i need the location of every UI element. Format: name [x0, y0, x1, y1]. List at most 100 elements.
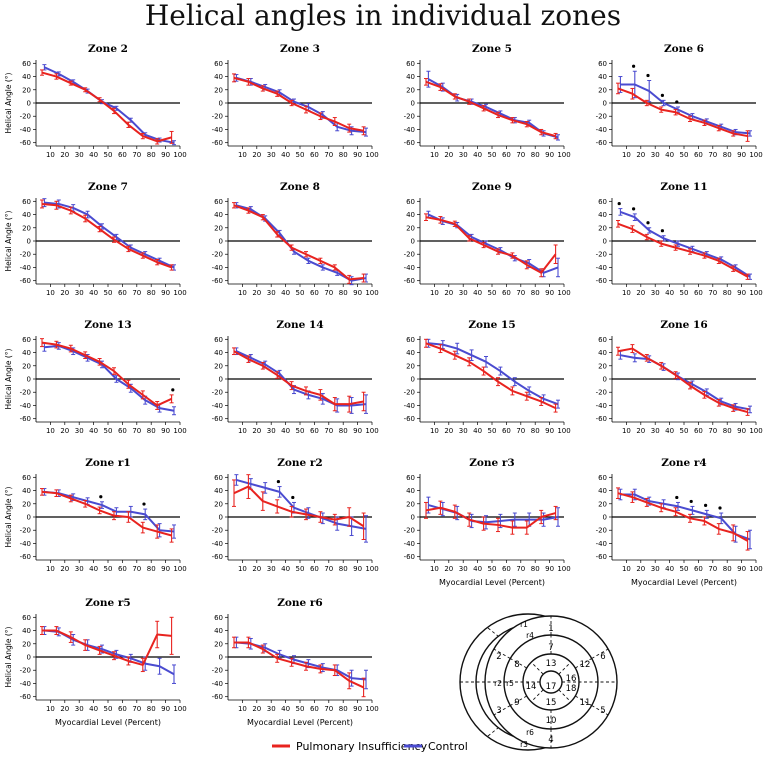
- x-tick-label: 50: [104, 289, 113, 297]
- y-tick-label: -40: [404, 264, 415, 272]
- series-pulmonary-insufficiency: [616, 487, 750, 551]
- x-tick-label: 100: [365, 427, 378, 435]
- x-tick-label: 30: [459, 151, 468, 159]
- y-tick-label: 40: [406, 487, 415, 495]
- x-tick-label: 60: [118, 151, 127, 159]
- x-tick-label: 100: [365, 565, 378, 573]
- x-tick-label: 10: [46, 151, 55, 159]
- chart-title: Zone 6: [664, 43, 704, 55]
- series-line: [236, 478, 367, 530]
- legend-label: Control: [428, 740, 468, 753]
- x-tick-label: 50: [104, 705, 113, 713]
- x-tick-label: 30: [651, 565, 660, 573]
- x-tick-label: 70: [708, 565, 717, 573]
- y-tick-label: 60: [214, 474, 223, 482]
- x-tick-label: 10: [430, 289, 439, 297]
- y-tick-label: 20: [22, 362, 31, 370]
- y-tick-label: 0: [27, 514, 31, 522]
- chart-panel: Zone 15 -60 -40 -20 0 20 40 60 10 20 30 40 50 60 70 80 9…: [404, 319, 571, 435]
- chart-panel: Zone 11 -60 -40 -20 0 20 40 60 10 20 30 40 50 60 70 80 9…: [596, 181, 763, 297]
- segment-label: 7: [548, 643, 553, 653]
- chart-title: Zone 15: [468, 319, 515, 331]
- segment-divider: [558, 689, 572, 703]
- series-line: [428, 342, 559, 406]
- x-tick-label: 70: [324, 565, 333, 573]
- y-tick-label: -20: [404, 251, 415, 259]
- y-tick-label: -60: [212, 693, 223, 701]
- y-tick-label: 60: [598, 198, 607, 206]
- x-tick-label: 30: [75, 427, 84, 435]
- segment-label: 3: [496, 706, 501, 716]
- x-tick-label: 100: [365, 151, 378, 159]
- x-tick-label: 50: [296, 151, 305, 159]
- x-axis-label: Myocardial Level (Percent): [439, 578, 545, 587]
- x-tick-label: 100: [557, 565, 570, 573]
- y-tick-label: 0: [603, 100, 607, 108]
- significance-marker: [99, 495, 103, 499]
- chart-title: Zone 13: [84, 319, 131, 331]
- significance-marker: [689, 499, 693, 504]
- y-tick-label: -20: [212, 251, 223, 259]
- x-tick-label: 100: [173, 705, 186, 713]
- x-tick-label: 80: [531, 427, 540, 435]
- x-tick-label: 80: [147, 705, 156, 713]
- y-tick-label: 40: [22, 487, 31, 495]
- y-tick-label: 20: [214, 362, 223, 370]
- y-tick-label: 40: [22, 349, 31, 357]
- x-tick-label: 60: [310, 427, 319, 435]
- y-tick-label: 40: [598, 487, 607, 495]
- x-tick-label: 30: [459, 427, 468, 435]
- chart-title: Zone 7: [88, 181, 128, 193]
- y-tick-label: 40: [22, 627, 31, 635]
- significance-marker: [675, 495, 679, 500]
- x-tick-label: 100: [173, 151, 186, 159]
- y-tick-label: 40: [406, 349, 415, 357]
- segment-divider: [487, 727, 499, 737]
- chart-title: Zone r4: [661, 457, 706, 469]
- x-tick-label: 70: [516, 427, 525, 435]
- series-line: [233, 204, 364, 281]
- x-tick-label: 30: [75, 705, 84, 713]
- y-tick-label: 60: [598, 336, 607, 344]
- y-tick-label: 20: [214, 224, 223, 232]
- y-tick-label: -60: [212, 277, 223, 285]
- y-tick-label: -20: [212, 389, 223, 397]
- y-tick-label: 20: [22, 640, 31, 648]
- x-tick-label: 50: [296, 289, 305, 297]
- y-tick-label: 60: [22, 614, 31, 622]
- series-line: [620, 493, 751, 541]
- y-tick-label: -20: [20, 527, 31, 535]
- x-tick-label: 30: [459, 565, 468, 573]
- x-tick-label: 20: [636, 565, 645, 573]
- x-tick-label: 60: [118, 705, 127, 713]
- series-line: [233, 350, 364, 406]
- series-line: [41, 490, 172, 537]
- x-tick-label: 10: [622, 427, 631, 435]
- y-tick-label: -60: [596, 553, 607, 561]
- y-tick-label: 40: [214, 211, 223, 219]
- x-tick-label: 40: [473, 565, 482, 573]
- x-tick-label: 50: [488, 289, 497, 297]
- y-tick-label: -40: [596, 126, 607, 134]
- y-tick-label: -60: [404, 553, 415, 561]
- x-tick-label: 60: [310, 289, 319, 297]
- series-control: [42, 488, 176, 539]
- x-axis-label: Myocardial Level (Percent): [247, 718, 353, 727]
- x-tick-label: 80: [147, 565, 156, 573]
- x-tick-label: 90: [353, 151, 362, 159]
- significance-marker: [646, 73, 650, 78]
- x-tick-label: 50: [296, 705, 305, 713]
- y-tick-label: 0: [27, 654, 31, 662]
- x-tick-label: 80: [531, 565, 540, 573]
- chart-panel: Zone 3 -60 -40 -20 0 20 40 60 10 20 30 40 50 60 70 80 90…: [212, 43, 379, 159]
- y-tick-label: -60: [404, 277, 415, 285]
- x-tick-label: 60: [694, 289, 703, 297]
- y-tick-label: 20: [214, 500, 223, 508]
- significance-marker: [617, 201, 621, 206]
- y-tick-label: -20: [212, 113, 223, 121]
- x-tick-label: 80: [531, 151, 540, 159]
- x-tick-label: 30: [651, 289, 660, 297]
- series-line: [427, 213, 559, 274]
- x-tick-label: 90: [545, 289, 554, 297]
